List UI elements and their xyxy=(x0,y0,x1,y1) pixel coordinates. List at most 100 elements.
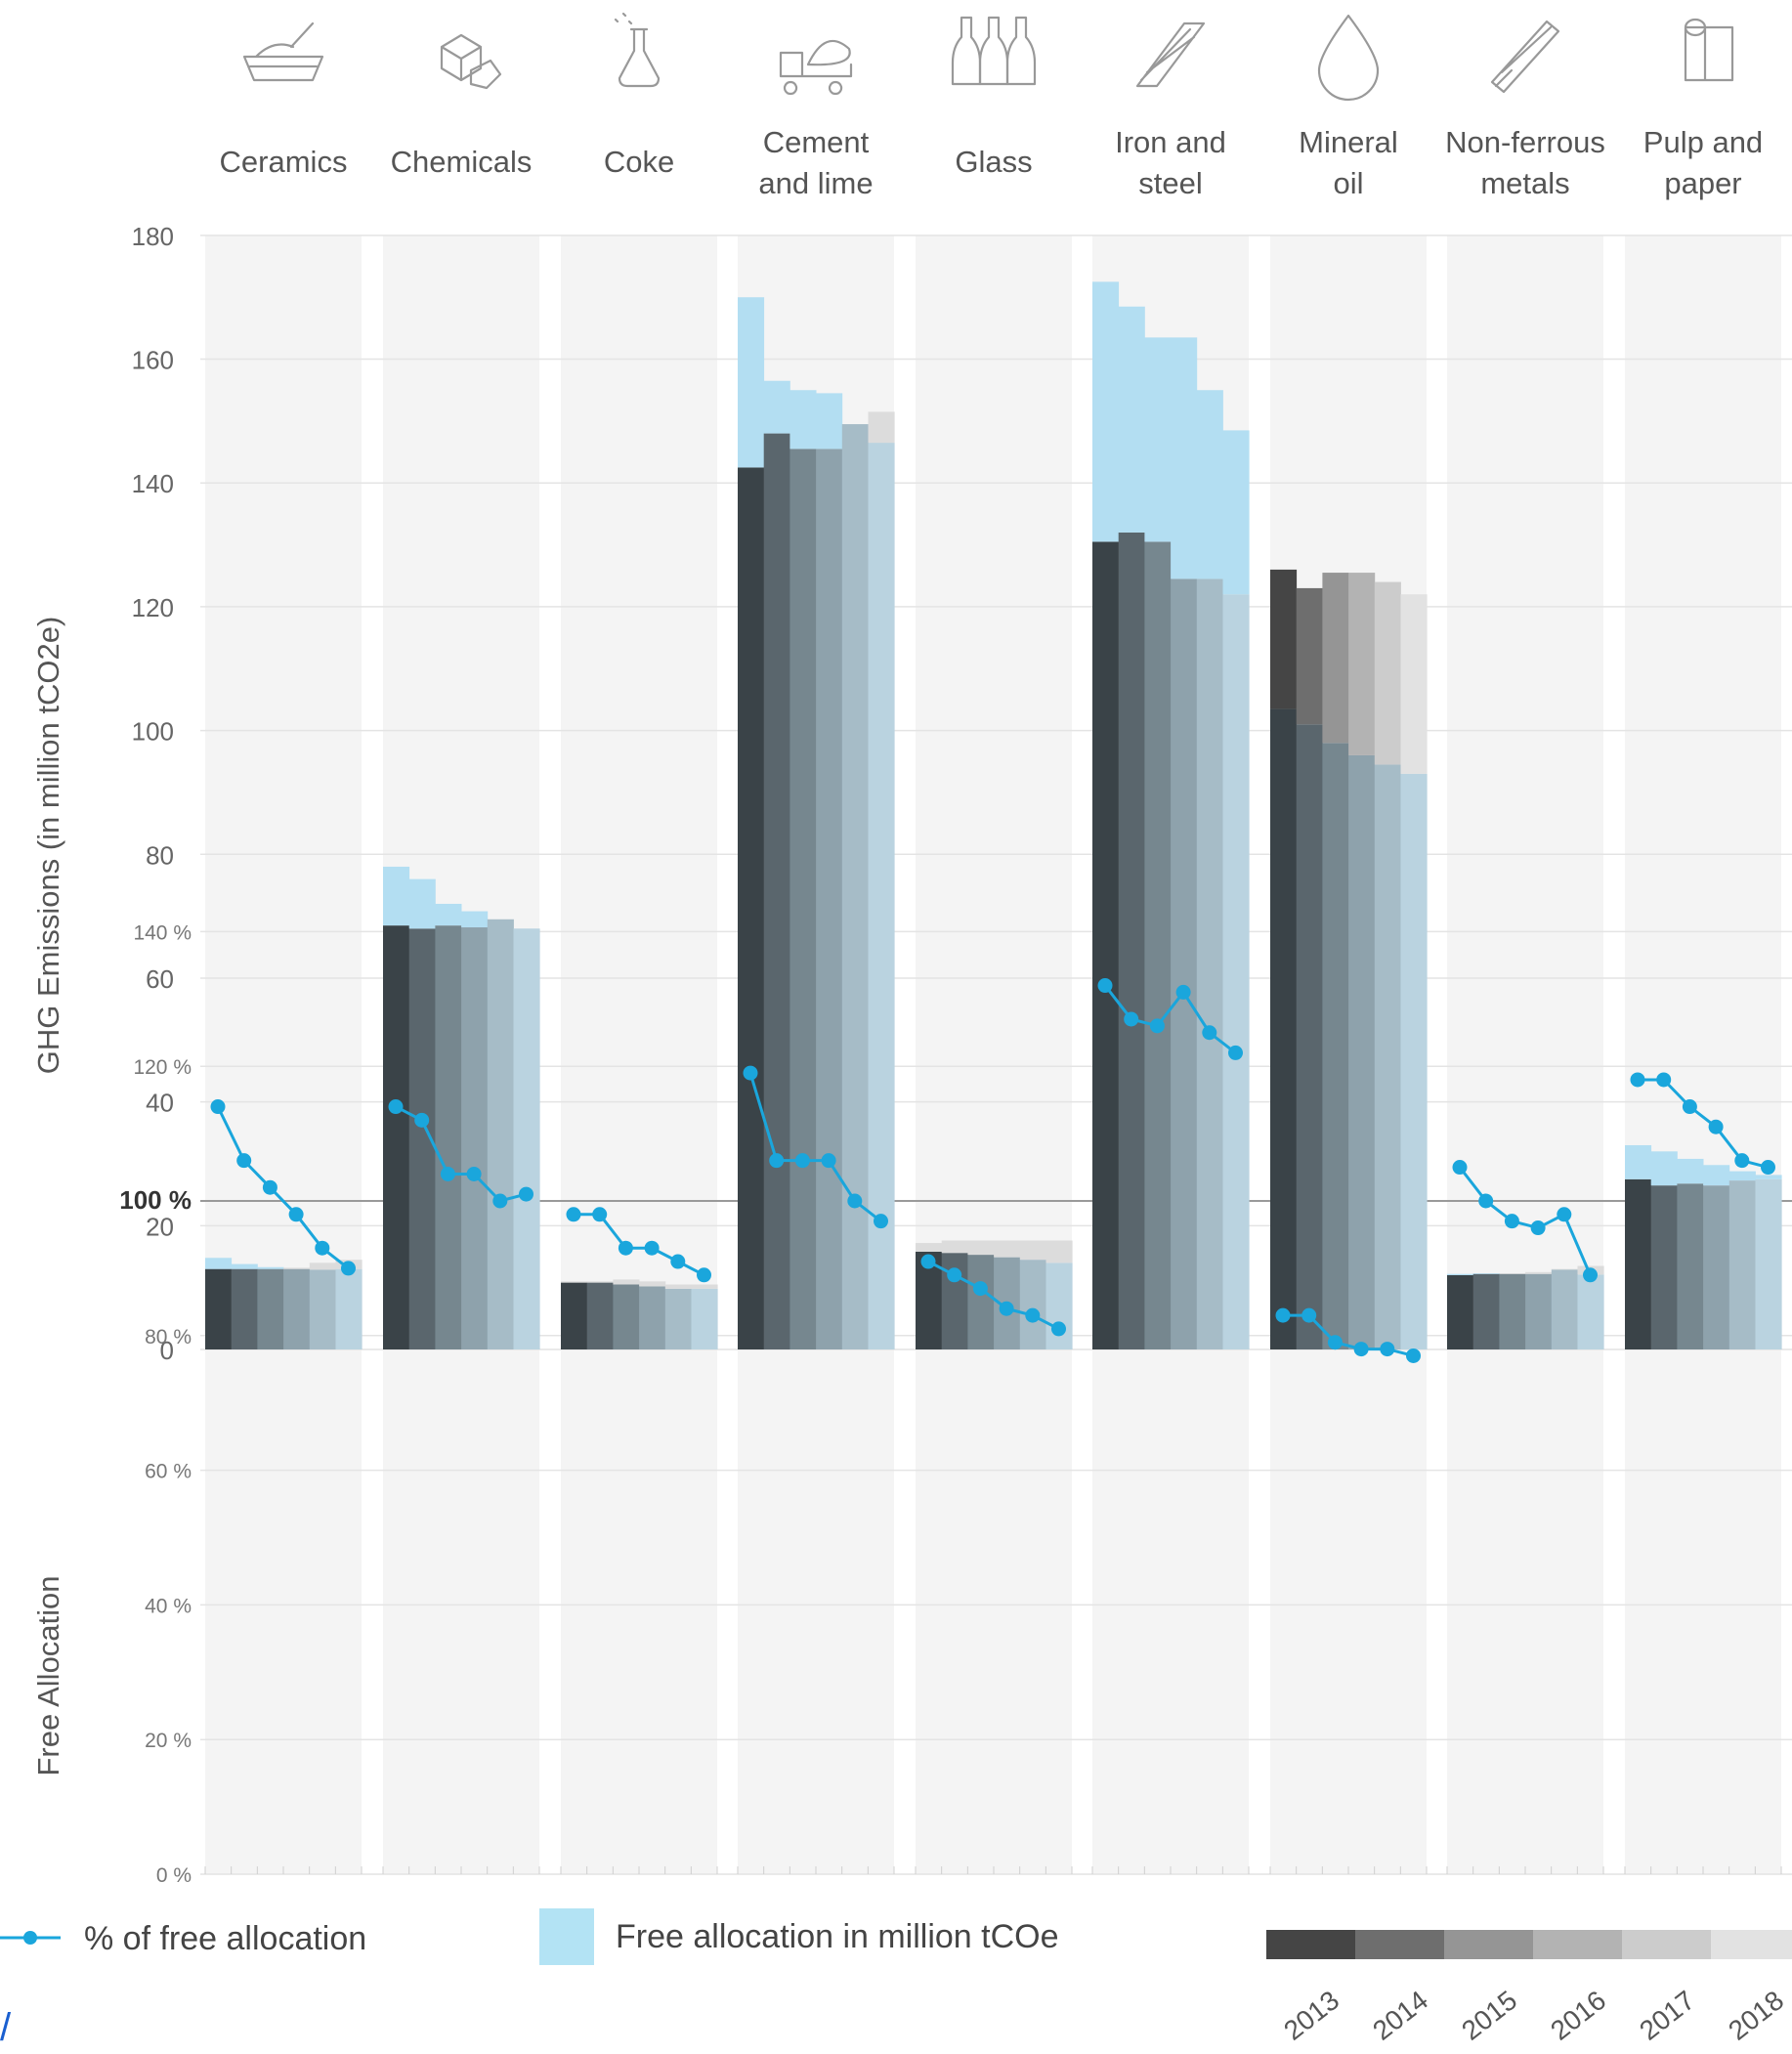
emission-excess-bar xyxy=(868,411,895,444)
free-allocation-excess-bar xyxy=(408,878,436,929)
emission-excess-bar xyxy=(586,1281,614,1283)
allocation-point xyxy=(440,1166,455,1181)
emission-excess-bar xyxy=(1019,1240,1046,1261)
emission-excess-bar xyxy=(1374,581,1401,765)
allocation-point xyxy=(1175,984,1191,1000)
emission-bar xyxy=(1092,541,1120,1349)
allocation-lines xyxy=(210,978,1775,1363)
bowl-shape xyxy=(242,21,324,82)
emission-bar xyxy=(1650,1185,1678,1349)
emission-excess-bar xyxy=(664,1284,692,1289)
allocation-point xyxy=(315,1240,330,1256)
year-legend-label: 2017 xyxy=(1634,1985,1700,2046)
category-label: Chemicals xyxy=(391,145,533,179)
allocation-point xyxy=(1202,1025,1217,1041)
free-allocation-excess-bar xyxy=(1650,1151,1678,1186)
category-label: Iron and steel xyxy=(1115,125,1226,200)
emission-excess-bar xyxy=(639,1281,666,1287)
cube-shape xyxy=(440,33,483,82)
emission-bar xyxy=(383,925,410,1349)
allocation-point xyxy=(920,1254,936,1269)
free-allocation-excess-bar xyxy=(738,297,765,468)
emission-excess-bar xyxy=(691,1284,718,1289)
allocation-point xyxy=(1452,1160,1468,1176)
emission-excess-bar xyxy=(994,1240,1021,1258)
year-legend-swatch xyxy=(1622,1930,1711,1959)
category-label: Pulp and paper xyxy=(1643,125,1763,200)
emission-bar xyxy=(1118,532,1145,1349)
allocation-point xyxy=(1124,1011,1139,1027)
allocation-point xyxy=(1097,978,1113,994)
bottle-shape xyxy=(978,16,1009,86)
emission-bar xyxy=(513,928,540,1349)
bowl-icon xyxy=(242,21,324,82)
bottle-shape xyxy=(1005,16,1037,86)
metal-bars-icon xyxy=(1490,20,1560,94)
emission-excess-bar xyxy=(1348,573,1376,755)
year-legend-swatch xyxy=(1711,1930,1792,1959)
free-allocation-excess-bar xyxy=(1196,390,1223,579)
allocation-y-tick-label: 100 % xyxy=(119,1185,192,1215)
emission-excess-bar xyxy=(309,1262,336,1270)
cube-shape-small xyxy=(469,59,502,90)
oil-drop-icon xyxy=(1317,14,1380,102)
emission-excess-bar xyxy=(1296,587,1323,725)
emission-bar xyxy=(1625,1178,1652,1349)
allocation-point xyxy=(466,1166,482,1181)
allocation-panel xyxy=(1447,931,1603,1874)
emission-bar xyxy=(613,1284,640,1349)
allocation-point xyxy=(821,1153,836,1169)
allocation-point xyxy=(697,1267,711,1283)
year-legend-label: 2015 xyxy=(1456,1985,1522,2046)
allocation-point xyxy=(262,1179,277,1195)
emission-bar xyxy=(1296,724,1323,1349)
allocation-y-tick-label: 20 % xyxy=(145,1730,192,1752)
allocation-point xyxy=(972,1281,988,1297)
emission-bar xyxy=(257,1268,284,1349)
allocation-panel xyxy=(561,931,717,1874)
emission-excess-bar xyxy=(1322,573,1349,744)
emission-bar xyxy=(1222,594,1250,1349)
emissions-y-tick-label: 180 xyxy=(132,222,174,251)
emission-excess-bar xyxy=(613,1279,640,1285)
allocation-point xyxy=(618,1240,633,1256)
emission-bar xyxy=(1472,1273,1500,1349)
allocation-point xyxy=(1583,1267,1598,1283)
allocation-point xyxy=(388,1099,404,1115)
emission-excess-bar xyxy=(1270,569,1298,709)
free-allocation-excess-bar xyxy=(1144,337,1172,542)
legend-line-marker xyxy=(23,1931,37,1945)
allocation-point xyxy=(743,1065,758,1081)
emission-bar xyxy=(1677,1183,1704,1349)
allocation-y-tick-label: 140 % xyxy=(133,921,192,944)
emission-bar xyxy=(1374,764,1401,1349)
year-legend-label: 2018 xyxy=(1723,1985,1789,2046)
truck-wheels xyxy=(783,80,843,96)
category-label: Cement and lime xyxy=(758,125,873,200)
truck-shape xyxy=(779,39,853,78)
emission-bar xyxy=(1400,773,1428,1349)
free-allocation-excess-bar xyxy=(435,903,462,926)
emission-bar xyxy=(461,927,489,1349)
emission-excess-bar xyxy=(1499,1273,1526,1274)
emission-bar xyxy=(1755,1178,1782,1349)
allocation-panel xyxy=(205,931,362,1874)
emission-bar xyxy=(738,467,765,1349)
allocation-point xyxy=(519,1186,533,1202)
emission-bar xyxy=(691,1288,718,1349)
emission-bar xyxy=(868,443,895,1350)
year-legend-swatch xyxy=(1355,1930,1444,1959)
emission-bar xyxy=(1144,541,1172,1349)
category-label: Glass xyxy=(955,145,1032,179)
emission-excess-bar xyxy=(1525,1271,1553,1274)
free-allocation-excess-bar xyxy=(1118,306,1145,533)
allocation-point xyxy=(492,1193,508,1209)
allocation-point xyxy=(1275,1307,1291,1323)
year-legend-swatch xyxy=(1444,1930,1533,1959)
emission-bar xyxy=(1171,578,1198,1349)
emission-bar xyxy=(1728,1180,1756,1349)
allocation-y-tick-label: 40 % xyxy=(145,1595,192,1617)
allocation-point xyxy=(1708,1119,1724,1134)
emission-bar xyxy=(816,449,843,1349)
emission-bar xyxy=(664,1288,692,1349)
